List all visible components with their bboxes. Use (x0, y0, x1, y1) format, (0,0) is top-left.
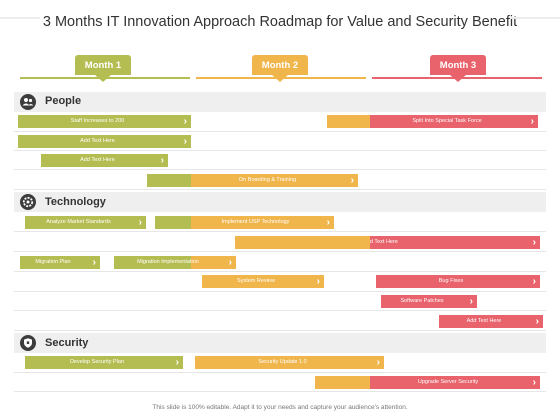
row-divider (14, 169, 546, 170)
shield-icon (20, 335, 36, 351)
chevron-right-icon: › (376, 357, 380, 368)
bar-migration-impl-green (114, 256, 191, 269)
month-3-label: Month 3 (430, 55, 486, 75)
bar-migration-implementation: Migration Implementation › (137, 257, 232, 268)
chevron-right-icon: › (138, 217, 142, 228)
footer-note: This slide is 100% editable. Adapt it to… (152, 404, 408, 411)
bar-software-patches: Software Patches › (381, 295, 477, 308)
chevron-right-icon: › (326, 217, 330, 228)
bar-analyze-market: Analyze Market Standards › (25, 216, 146, 229)
month-1-underline (20, 77, 190, 79)
gear-icon (20, 194, 36, 210)
section-security-header (14, 333, 546, 353)
chevron-right-icon: › (175, 357, 179, 368)
bar-upgrade-orange (315, 376, 370, 389)
bar-add-text-4: Add Text Here › (439, 315, 543, 328)
bar-migration-plan: Migration Plan › (20, 256, 100, 269)
bar-onboarding-training: On Boarding & Training › (191, 174, 358, 187)
bar-split-task-force: Split Into Special Task Force › (370, 115, 538, 128)
section-security-label: Security (45, 337, 89, 349)
bar-add-text-2: Add Text Here › (41, 154, 168, 167)
chevron-right-icon: › (160, 155, 164, 166)
month-2-label: Month 2 (252, 55, 308, 75)
bar-add-text-3: Add Text Here› (370, 236, 540, 249)
month-3-tab: Month 3 (430, 55, 486, 82)
chevron-right-icon: › (350, 175, 354, 186)
chevron-right-icon: › (183, 116, 187, 127)
month-2-underline (196, 77, 366, 79)
chevron-right-icon: › (535, 316, 539, 327)
month-3-underline (372, 77, 542, 79)
bar-split-orange (327, 115, 370, 128)
row-divider (14, 372, 546, 373)
bar-onboarding-green (147, 174, 191, 187)
section-people-label: People (45, 95, 82, 107)
bar-add-text-1: Add Text Here › (18, 135, 191, 148)
chevron-right-icon: › (532, 377, 536, 388)
row-divider (14, 189, 546, 190)
header-divider (510, 17, 560, 19)
row-divider (14, 310, 546, 311)
bar-staff-increases: Staff Increases to 200 › (18, 115, 191, 128)
people-icon (20, 94, 36, 110)
row-divider (14, 131, 546, 132)
section-technology-label: Technology (45, 196, 106, 208)
month-1-label: Month 1 (75, 55, 131, 75)
header-divider (0, 17, 40, 19)
chevron-right-icon: › (316, 276, 320, 287)
month-2-tab: Month 2 (252, 55, 308, 82)
bar-implement-green (155, 216, 191, 229)
chevron-right-icon: › (532, 237, 536, 248)
row-divider (14, 271, 546, 272)
month-1-tab: Month 1 (75, 55, 131, 82)
row-divider (14, 150, 546, 151)
row-divider (14, 291, 546, 292)
section-people-header (14, 92, 546, 112)
chevron-right-icon: › (92, 257, 96, 268)
row-divider (14, 231, 546, 232)
chevron-right-icon: › (183, 136, 187, 147)
bar-add-text-3-orange (235, 236, 370, 249)
bar-bug-fixes: Bug Fixes › (376, 275, 540, 288)
page-title: 3 Months IT Innovation Approach Roadmap … (42, 14, 518, 30)
row-divider (14, 330, 546, 331)
bar-system-review: System Review › (202, 275, 324, 288)
bar-security-update: Security Update 1.0 › (195, 356, 384, 369)
section-technology-header (14, 192, 546, 212)
chevron-right-icon: › (228, 257, 232, 268)
bar-develop-security: Develop Security Plan › (25, 356, 183, 369)
chevron-right-icon: › (469, 296, 473, 307)
chevron-right-icon: › (530, 116, 534, 127)
bar-upgrade-server-security: Upgrade Server Security › (370, 376, 540, 389)
bar-implement-usp: Implement USP Technology › (191, 216, 334, 229)
row-divider (14, 251, 546, 252)
chevron-right-icon: › (532, 276, 536, 287)
row-divider (14, 391, 546, 392)
